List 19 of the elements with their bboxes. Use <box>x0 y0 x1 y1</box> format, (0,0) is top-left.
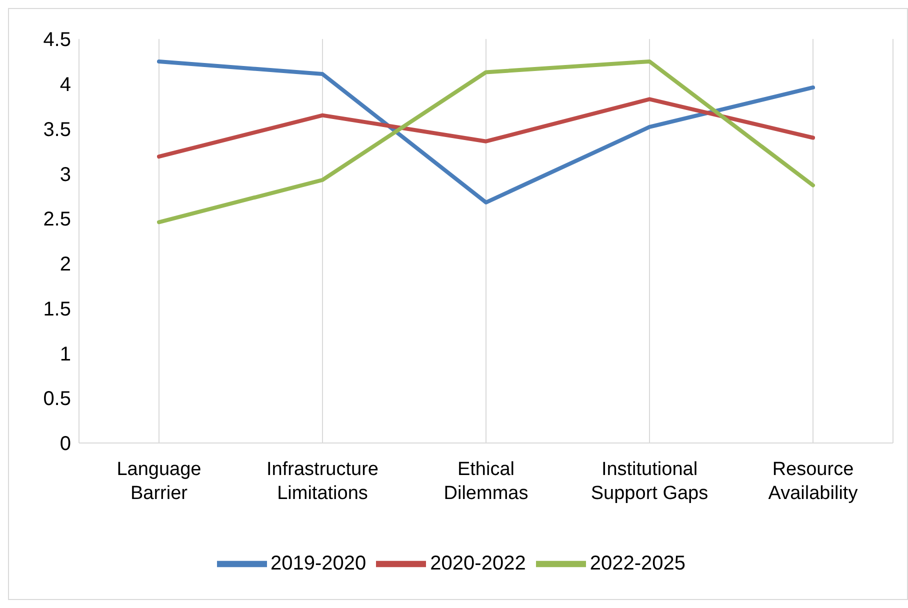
legend-label: 2020-2022 <box>430 552 526 574</box>
y-tick-label: 1.5 <box>43 298 71 320</box>
y-tick-label: 4 <box>60 74 71 96</box>
legend-label: 2022-2025 <box>590 552 686 574</box>
y-tick-label: 0.5 <box>43 388 71 410</box>
y-tick-label: 3.5 <box>43 118 71 141</box>
y-tick-label: 4.5 <box>43 29 71 52</box>
y-tick-label: 0 <box>60 433 71 456</box>
x-tick-label: Infrastructure Limitations <box>266 459 378 504</box>
y-tick-label: 3 <box>60 164 71 186</box>
y-tick-label: 2 <box>60 254 71 276</box>
line-series <box>157 97 815 159</box>
y-tick-label: 2.5 <box>43 208 71 231</box>
x-tick-label: Language Barrier <box>116 459 202 504</box>
x-tick-label: Ethical Dilemmas <box>444 459 528 504</box>
x-tick-label: Resource Availability <box>768 459 858 504</box>
x-tick-label: Institutional Support Gaps <box>590 459 708 504</box>
y-tick-label: 1 <box>60 343 71 366</box>
legend-label: 2019-2020 <box>270 552 366 574</box>
